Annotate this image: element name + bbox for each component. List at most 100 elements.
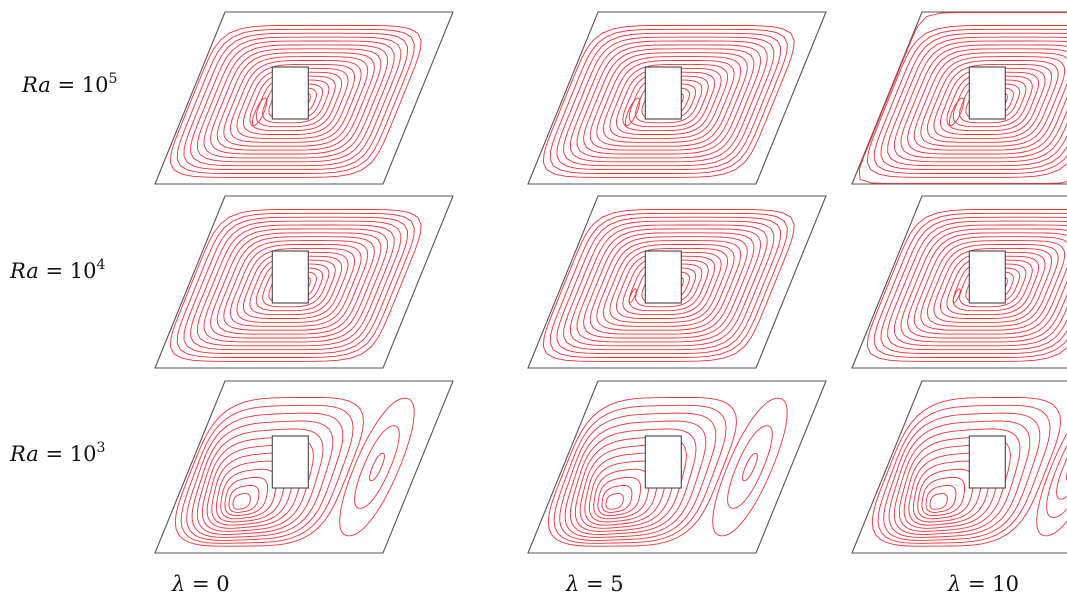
- streamline: [242, 67, 349, 135]
- streamline: [553, 404, 727, 544]
- row-labels: Ra = 105 Ra = 104 Ra = 103: [9, 71, 117, 466]
- row-label-ra-1e3: Ra = 103: [9, 440, 105, 466]
- streamline: [609, 63, 729, 139]
- streamline: [569, 224, 768, 347]
- cavity-outline: [527, 11, 827, 185]
- streamline: [176, 212, 415, 358]
- streamline: [183, 216, 409, 355]
- streamline: [939, 67, 1046, 135]
- streamline: [216, 52, 375, 151]
- inner-eddy: [952, 288, 961, 304]
- streamlines: [858, 12, 1067, 184]
- heated-block: [968, 435, 1006, 489]
- streamlines: [542, 209, 795, 362]
- streamline: [959, 79, 1027, 124]
- right-cell-streamline: [727, 425, 773, 509]
- wall-layer: [858, 12, 1067, 184]
- right-cell-streamline: [339, 397, 415, 537]
- streamline: [888, 420, 1031, 538]
- streamline: [615, 251, 722, 319]
- streamline: [615, 67, 722, 135]
- streamlines: [169, 25, 422, 178]
- row-label-ra-1e5: Ra = 105: [21, 71, 117, 97]
- streamline: [249, 71, 343, 132]
- streamline: [887, 36, 1067, 167]
- heated-block: [644, 66, 682, 120]
- streamline: [622, 255, 716, 316]
- cavity-outline: [154, 11, 454, 185]
- column-labels: λ = 0 λ = 5 λ = 10: [171, 572, 1019, 596]
- streamline: [893, 224, 1067, 347]
- inner-eddy: [628, 288, 637, 304]
- streamline: [232, 493, 251, 510]
- streamline: [877, 404, 1051, 544]
- streamline: [602, 60, 735, 143]
- streamline: [576, 44, 761, 159]
- streamline: [873, 212, 1067, 358]
- streamline: [926, 244, 1059, 327]
- streamline: [925, 485, 957, 513]
- streamline: [242, 251, 349, 319]
- panel-ra4-lambda10: [851, 195, 1067, 369]
- streamline: [635, 79, 703, 124]
- streamline: [564, 420, 707, 538]
- streamline: [563, 36, 775, 167]
- heated-block: [644, 435, 682, 489]
- right-cell-streamline: [1056, 457, 1067, 500]
- panel-ra5-lambda5: [527, 11, 827, 185]
- column-label-lambda-0: λ = 0: [171, 572, 230, 596]
- heated-block: [271, 250, 309, 304]
- streamline: [556, 32, 782, 171]
- right-cell-streamline: [1036, 432, 1067, 537]
- panel-ra3-lambda0: [154, 380, 454, 554]
- streamline: [196, 224, 395, 347]
- streamline: [913, 236, 1067, 335]
- streamline: [596, 240, 742, 331]
- streamline: [893, 40, 1067, 163]
- streamline: [169, 25, 422, 178]
- streamline: [549, 212, 788, 358]
- streamline: [229, 244, 362, 327]
- cavity-outline: [527, 195, 827, 369]
- streamline: [873, 28, 1067, 174]
- panel-ra3-lambda10: [851, 380, 1067, 554]
- streamline: [622, 71, 716, 132]
- inner-eddy: [948, 97, 965, 126]
- streamline: [583, 232, 755, 339]
- streamline: [933, 63, 1053, 139]
- right-cell-streamline: [712, 397, 788, 537]
- streamline: [542, 25, 795, 178]
- streamline: [589, 236, 748, 335]
- streamline: [220, 468, 277, 520]
- streamline: [880, 216, 1067, 355]
- streamline: [933, 247, 1053, 323]
- streamline: [921, 476, 966, 517]
- streamline: [929, 493, 948, 510]
- streamline: [893, 428, 1021, 535]
- cavity-outline: [851, 11, 1067, 185]
- streamline: [900, 228, 1067, 343]
- panel-ra5-lambda10: [851, 11, 1067, 185]
- streamline: [180, 404, 354, 544]
- streamline: [559, 412, 717, 541]
- cavity-outline: [527, 380, 827, 554]
- cavity-outline: [154, 380, 454, 554]
- streamline: [583, 48, 755, 155]
- streamlines: [871, 396, 1067, 547]
- streamline: [635, 263, 703, 308]
- streamline: [186, 412, 344, 541]
- cavity-outline: [851, 380, 1067, 554]
- heated-block: [968, 250, 1006, 304]
- panel-ra3-lambda5: [527, 380, 827, 554]
- streamline: [223, 240, 369, 331]
- streamlines: [866, 209, 1067, 362]
- streamline: [203, 44, 388, 159]
- cavity-outline: [154, 195, 454, 369]
- streamline: [236, 63, 356, 139]
- panel-ra5-lambda0: [154, 11, 454, 185]
- streamline: [262, 263, 330, 308]
- streamline: [542, 209, 795, 362]
- inner-eddy: [624, 97, 641, 126]
- streamline: [959, 263, 1027, 308]
